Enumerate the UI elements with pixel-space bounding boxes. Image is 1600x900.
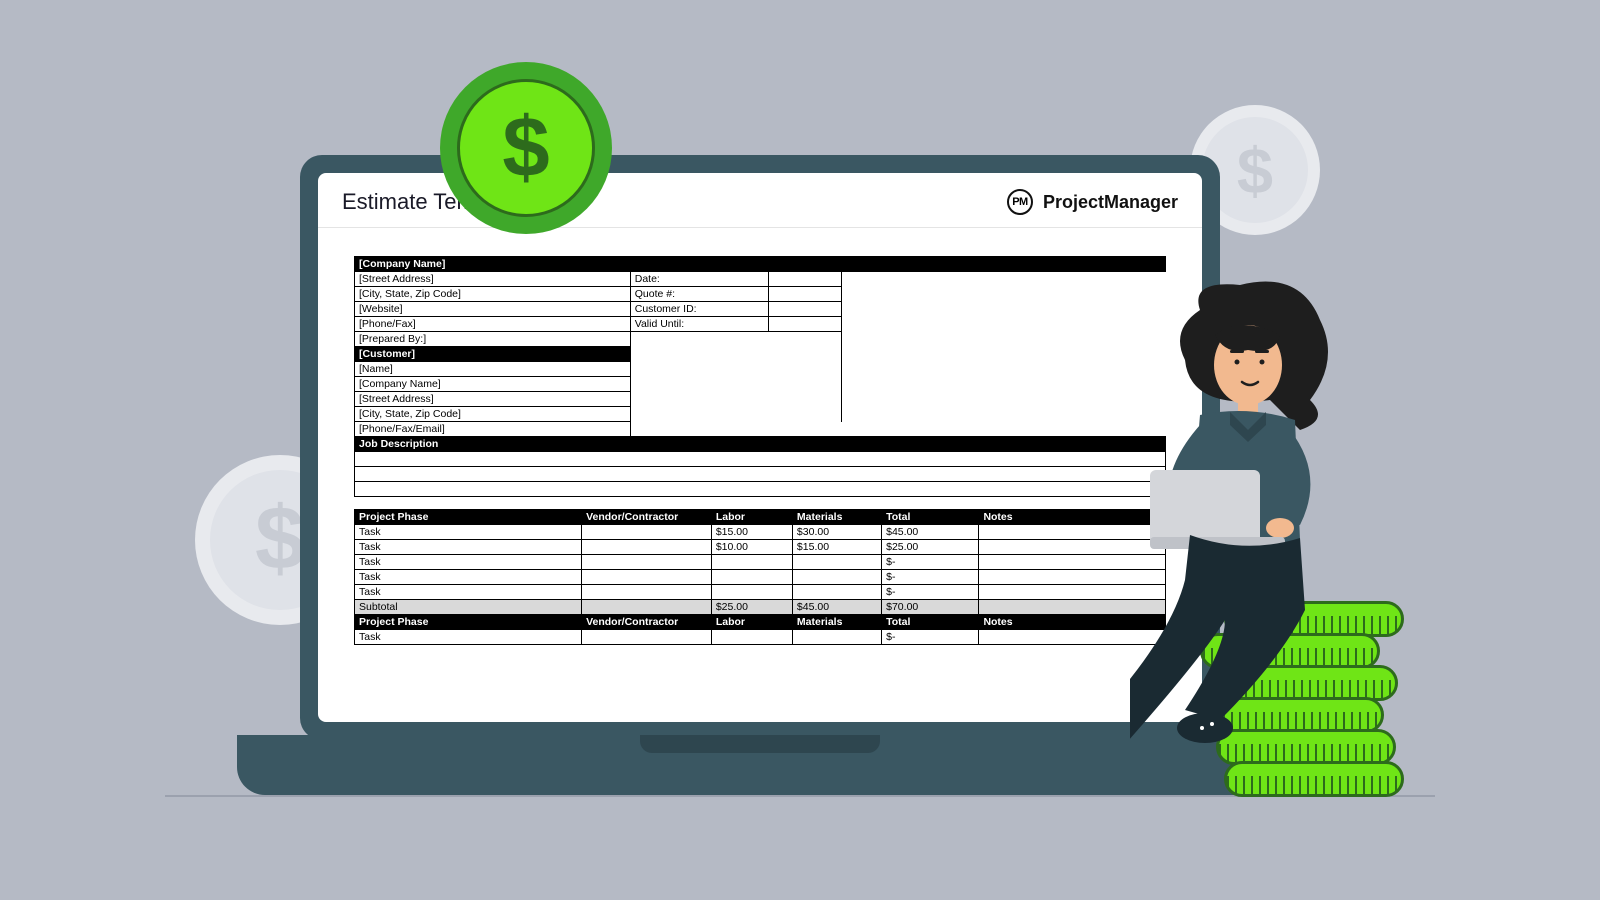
table-row: Task $- [355, 585, 1166, 600]
meta-label: Date: [630, 272, 768, 287]
customer-row: [Street Address] [355, 392, 631, 407]
brand: PM ProjectManager [1007, 189, 1178, 215]
meta-value [768, 302, 841, 317]
company-row: [Prepared By:] [355, 332, 631, 347]
brand-name: ProjectManager [1043, 192, 1178, 213]
customer-header: [Customer] [355, 347, 631, 362]
table-row: Task $- [355, 630, 1166, 645]
table-row: Task $10.00 $15.00 $25.00 [355, 540, 1166, 555]
company-header: [Company Name] [355, 257, 1166, 272]
table-row: Task $- [355, 555, 1166, 570]
laptop-frame: Estimate Template PM ProjectManager [Com… [300, 155, 1220, 740]
company-row: [Website] [355, 302, 631, 317]
meta-value [768, 287, 841, 302]
meta-label: Customer ID: [630, 302, 768, 317]
person-illustration [1130, 280, 1430, 800]
job-description-line [355, 482, 1166, 497]
col-header: Labor [711, 615, 792, 630]
job-description-table: Job Description [354, 436, 1166, 497]
table-row: Task $15.00 $30.00 $45.00 [355, 525, 1166, 540]
customer-row: [Company Name] [355, 377, 631, 392]
col-header: Total [882, 615, 979, 630]
customer-row: [City, State, Zip Code] [355, 407, 631, 422]
laptop-notch [640, 735, 880, 753]
green-dollar-coin-icon: $ [440, 62, 612, 234]
col-header: Project Phase [355, 615, 582, 630]
customer-row: [Name] [355, 362, 631, 377]
col-header: Vendor/Contractor [582, 615, 712, 630]
col-header: Labor [711, 510, 792, 525]
phase-table: Project Phase Vendor/Contractor Labor Ma… [354, 509, 1166, 645]
job-description-line [355, 452, 1166, 467]
col-header: Project Phase [355, 510, 582, 525]
customer-row: [Phone/Fax/Email] [355, 422, 631, 437]
col-header: Vendor/Contractor [582, 510, 712, 525]
company-row: [Phone/Fax] [355, 317, 631, 332]
job-description-line [355, 467, 1166, 482]
company-row: [Street Address] [355, 272, 631, 287]
col-header: Materials [792, 615, 881, 630]
table-row: Task $- [355, 570, 1166, 585]
document-body: [Company Name] [Street Address] Date: [C… [318, 228, 1202, 722]
job-description-header: Job Description [355, 437, 1166, 452]
company-info-table: [Company Name] [Street Address] Date: [C… [354, 256, 1166, 437]
col-header: Materials [792, 510, 881, 525]
meta-value [768, 317, 841, 332]
company-row: [City, State, Zip Code] [355, 287, 631, 302]
laptop-screen: Estimate Template PM ProjectManager [Com… [318, 173, 1202, 722]
meta-label: Valid Until: [630, 317, 768, 332]
subtotal-row: Subtotal $25.00 $45.00 $70.00 [355, 600, 1166, 615]
col-header: Total [882, 510, 979, 525]
meta-label: Quote #: [630, 287, 768, 302]
brand-logo-icon: PM [1007, 189, 1033, 215]
meta-value [768, 272, 841, 287]
